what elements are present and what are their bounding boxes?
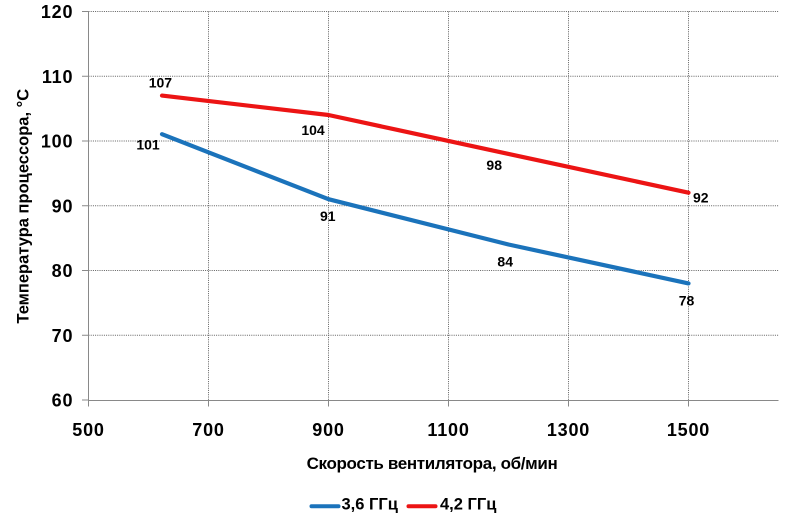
svg-text:92: 92 [693, 190, 709, 206]
svg-text:700: 700 [192, 420, 224, 440]
svg-text:110: 110 [42, 67, 73, 87]
svg-text:91: 91 [320, 208, 336, 224]
svg-text:107: 107 [149, 75, 173, 91]
svg-text:500: 500 [72, 420, 104, 440]
svg-text:84: 84 [497, 253, 513, 269]
svg-text:120: 120 [41, 2, 73, 22]
svg-text:101: 101 [136, 136, 160, 152]
svg-text:1100: 1100 [427, 420, 469, 440]
svg-text:Скорость вентилятора, об/мин: Скорость вентилятора, об/мин [307, 454, 558, 473]
svg-text:Температура процессора, °C: Температура процессора, °C [15, 89, 33, 324]
svg-text:98: 98 [486, 157, 502, 173]
svg-text:90: 90 [52, 196, 74, 216]
svg-text:104: 104 [301, 122, 325, 138]
svg-text:900: 900 [312, 420, 344, 440]
svg-text:78: 78 [679, 293, 695, 309]
svg-text:70: 70 [52, 326, 74, 346]
svg-text:80: 80 [52, 261, 74, 281]
svg-text:60: 60 [52, 391, 74, 411]
svg-text:4,2 ГГц: 4,2 ГГц [440, 496, 496, 514]
svg-text:3,6 ГГц: 3,6 ГГц [342, 496, 398, 514]
svg-text:100: 100 [41, 132, 73, 152]
svg-text:1500: 1500 [667, 420, 710, 440]
svg-text:1300: 1300 [547, 420, 590, 440]
